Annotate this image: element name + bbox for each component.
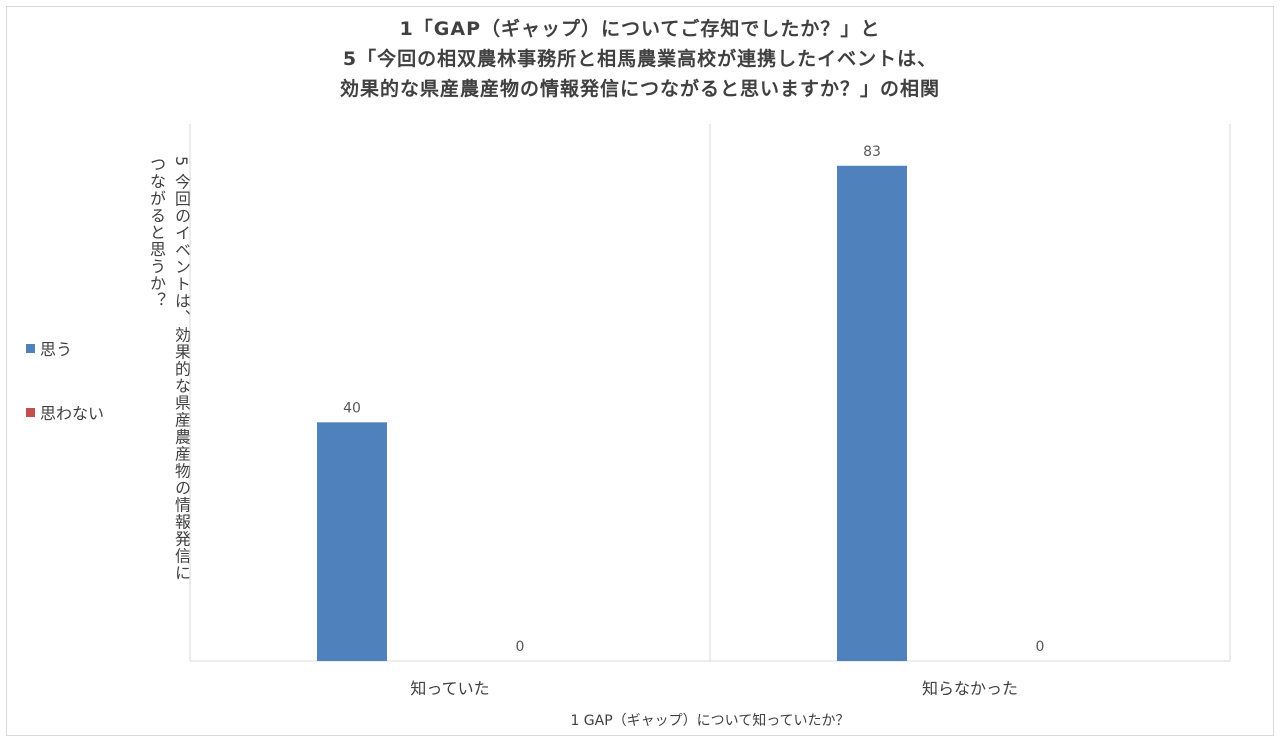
legend-item-series-1: 思う bbox=[26, 338, 104, 359]
data-label-series-2-cat-2: 0 bbox=[1036, 639, 1045, 655]
x-tick-label-2: 知らなかった bbox=[922, 679, 1018, 698]
chart-legend: 思う 思わない bbox=[26, 338, 104, 466]
legend-label-series-2: 思わない bbox=[40, 404, 105, 423]
bar-series-1-cat-2 bbox=[837, 165, 907, 661]
data-label-series-1-cat-2: 83 bbox=[863, 144, 881, 160]
y-axis-label-line-1: 5 今回のイベントは、効果的な県産農産物の情報発信に bbox=[172, 156, 191, 582]
y-axis-label: 5 今回のイベントは、効果的な県産農産物の情報発信に つながると思うか？ bbox=[144, 156, 194, 656]
legend-label-series-1: 思う bbox=[40, 340, 73, 359]
x-tick-label-1: 知っていた bbox=[410, 679, 489, 698]
legend-item-series-2: 思わない bbox=[26, 402, 105, 423]
chart-title: 1「GAP（ギャップ）についてご存知でしたか？」と 5「今回の相双農林事務所と相… bbox=[180, 14, 1100, 104]
data-label-series-1-cat-1: 40 bbox=[343, 400, 361, 416]
chart-frame bbox=[6, 6, 1274, 736]
data-label-series-2-cat-1: 0 bbox=[516, 639, 525, 655]
x-axis-label: 1 GAP（ギャップ）について知っていたか？ bbox=[570, 713, 850, 729]
y-axis-label-line-2: つながると思うか？ bbox=[147, 156, 166, 309]
legend-swatch-series-2 bbox=[26, 407, 35, 417]
bar-series-1-cat-1 bbox=[317, 422, 387, 661]
chart-title-line-3: 効果的な県産農産物の情報発信につながると思いますか？」の相関 bbox=[339, 78, 940, 100]
legend-swatch-series-1 bbox=[26, 343, 35, 353]
chart-title-line-2: 5「今回の相双農林事務所と相馬農業高校が連携したイベントは、 bbox=[342, 48, 938, 70]
chart-title-line-1: 1「GAP（ギャップ）についてご存知でしたか？」と bbox=[399, 18, 881, 40]
